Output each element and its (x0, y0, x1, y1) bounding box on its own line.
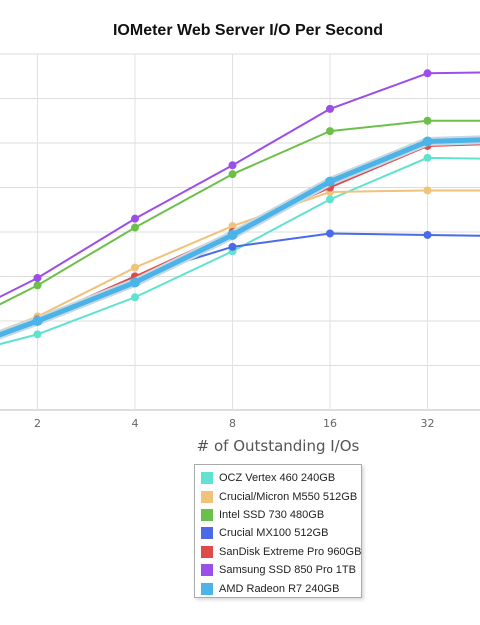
x-axis-label: # of Outstanding I/Os (197, 437, 360, 455)
series-line (0, 71, 480, 298)
data-point (423, 186, 432, 195)
data-point (227, 229, 238, 240)
legend-label: Crucial/Micron M550 512GB (219, 490, 358, 503)
x-tick-label: 32 (421, 417, 435, 430)
data-point (228, 170, 237, 179)
series-line (0, 232, 480, 334)
data-point (33, 281, 42, 290)
legend-swatch (201, 582, 213, 595)
data-point (325, 176, 335, 187)
data-point (423, 153, 432, 162)
series-line (0, 189, 480, 332)
data-point (228, 161, 237, 170)
data-point (228, 222, 237, 231)
legend-label: Samsung SSD 850 Pro 1TB (219, 564, 356, 577)
data-point (130, 277, 140, 288)
series-3 (0, 229, 480, 334)
x-tick-label: 8 (229, 417, 236, 430)
series-5 (0, 69, 480, 298)
chart-legend: OCZ Vertex 460 240GB Crucial/Micron M550 … (194, 464, 362, 598)
legend-swatch (201, 545, 213, 558)
series-line (0, 143, 480, 335)
legend-swatch (201, 508, 213, 521)
data-point (131, 214, 139, 223)
x-tick-label: 4 (132, 417, 139, 430)
legend-swatch (201, 472, 213, 485)
data-point (423, 69, 432, 78)
data-point (131, 223, 139, 232)
legend-label: OCZ Vertex 460 240GB (219, 472, 336, 485)
data-point (33, 330, 42, 339)
legend-item: Intel SSD 730 480GB (201, 506, 361, 524)
legend-item: OCZ Vertex 460 240GB (201, 469, 361, 487)
series-0 (0, 153, 480, 346)
legend-item: Samsung SSD 850 Pro 1TB (201, 561, 361, 579)
legend-label: Crucial MX100 512GB (219, 527, 329, 540)
data-point (423, 116, 432, 125)
data-point (33, 273, 42, 282)
series-1 (0, 186, 480, 332)
x-tick-label: 2 (34, 417, 41, 430)
data-point (131, 293, 139, 302)
series-2 (0, 116, 480, 306)
legend-label: Intel SSD 730 480GB (219, 508, 325, 521)
legend-label: AMD Radeon R7 240GB (219, 582, 340, 595)
gridlines (0, 53, 480, 411)
series-line (0, 156, 480, 346)
legend-item: Crucial MX100 512GB (201, 524, 361, 542)
legend-item: Crucial/Micron M550 512GB (201, 487, 361, 505)
legend-swatch (201, 527, 213, 540)
data-point (326, 104, 334, 113)
data-point (326, 229, 334, 238)
x-tick-label: 16 (323, 417, 337, 430)
series-lines (0, 69, 480, 346)
legend-swatch (201, 490, 213, 503)
chart-title: IOMeter Web Server I/O Per Second (113, 22, 383, 39)
data-point (422, 136, 433, 147)
x-tick-labels: 2 4 8 16 32 (34, 417, 435, 430)
data-point (326, 127, 334, 136)
data-point (32, 316, 43, 326)
data-point (423, 230, 432, 239)
legend-item: SanDisk Extreme Pro 960GB (201, 543, 361, 561)
data-point (228, 242, 237, 251)
data-point (326, 195, 334, 204)
legend-label: SanDisk Extreme Pro 960GB (219, 545, 362, 558)
legend-swatch (201, 564, 213, 577)
series-6 (0, 135, 480, 340)
legend-item: AMD Radeon R7 240GB (201, 579, 361, 597)
data-point (131, 263, 139, 272)
series-4 (0, 141, 480, 335)
